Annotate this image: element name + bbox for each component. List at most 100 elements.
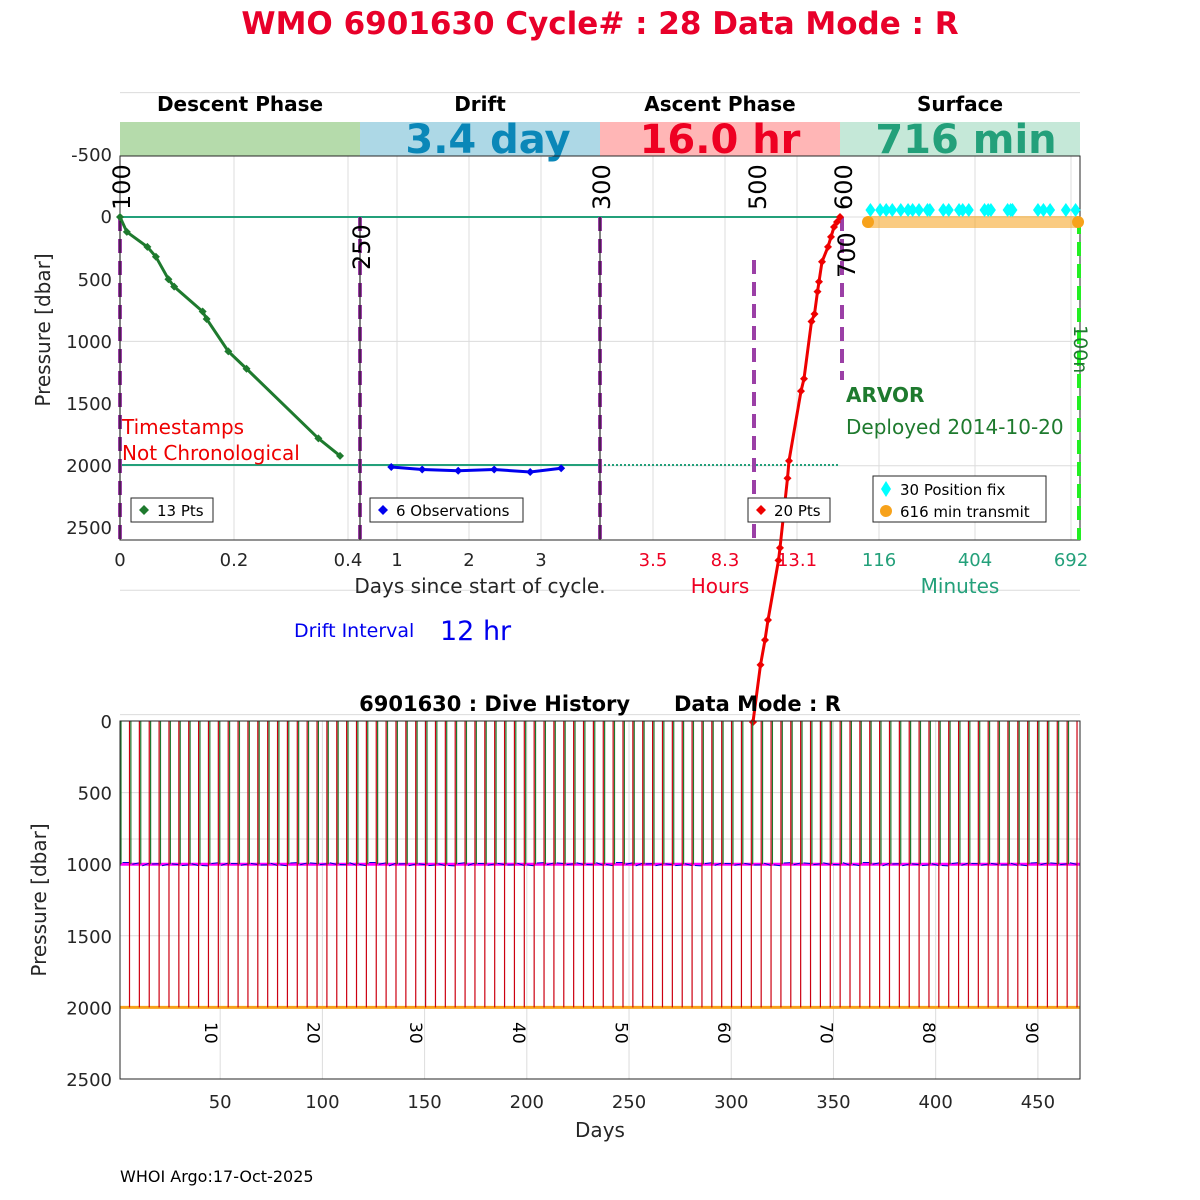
ascent-x-tick: 3.5	[639, 550, 668, 571]
position-fix-point	[887, 203, 898, 217]
ascent-point	[824, 242, 832, 251]
drift-line	[391, 465, 562, 474]
bottom-y-tick: 2000	[66, 998, 112, 1019]
top-y-label: Pressure [dbar]	[31, 253, 55, 406]
ascent-phase-title: Ascent Phase	[644, 92, 795, 116]
drift-trace	[467, 862, 475, 866]
bottom-x-tick: 300	[714, 1092, 748, 1113]
drift-trace	[576, 862, 584, 865]
descent-point	[143, 242, 152, 251]
ascent-band	[600, 122, 840, 156]
bottom-x-tick: 250	[612, 1092, 646, 1113]
drift-trace	[823, 862, 830, 865]
bottom-x-tick: 50	[209, 1092, 232, 1113]
drift-trace	[675, 864, 682, 867]
marker-label-250: 250	[348, 224, 376, 270]
drift-trace	[1010, 862, 1018, 866]
descent-line	[118, 216, 341, 458]
ascent-point	[815, 277, 823, 286]
position-fix-point	[938, 203, 949, 217]
drift-trace	[596, 862, 603, 866]
ascent-point	[827, 232, 835, 241]
cycle-number-label: 60	[713, 1022, 733, 1044]
position-fix-point	[963, 203, 974, 217]
descent-x-tick: 0.4	[334, 550, 363, 571]
bottom-x-tick: 150	[407, 1092, 441, 1113]
drift-trace	[1050, 862, 1057, 864]
ascent-point	[810, 310, 819, 319]
ascent-point	[836, 213, 844, 221]
top-y-tick: 500	[78, 270, 112, 291]
descent-point	[170, 282, 179, 291]
legend-surface-box	[872, 475, 1047, 523]
float-type: ARVOR	[846, 383, 924, 407]
ascent-point	[800, 374, 808, 383]
drift-trace	[300, 862, 307, 866]
position-fix-point	[924, 203, 935, 217]
drift-trace	[793, 862, 801, 866]
ascent-point	[807, 317, 816, 326]
cycle-number-label: 30	[405, 1022, 425, 1044]
ascent-point	[761, 635, 769, 644]
drift-trace	[842, 862, 850, 866]
position-fix-point	[1038, 203, 1049, 217]
drift-trace	[625, 862, 633, 865]
position-fix-point	[865, 203, 876, 217]
surface-x-tick: 116	[862, 550, 896, 571]
ascent-point	[785, 456, 793, 465]
legend-drift-marker	[378, 505, 388, 515]
bottom-y-label: Pressure [dbar]	[27, 823, 51, 976]
bottom-y-ticks: 0 500 1000 1500 2000 2500	[66, 712, 112, 1091]
descent-x-tick: 0	[114, 550, 125, 571]
hours-x-label: Hours	[691, 574, 750, 598]
drift-trace	[319, 863, 327, 866]
cycle-number-label: 90	[1021, 1022, 1041, 1044]
bottom-x-label: Days	[575, 1118, 625, 1142]
drift-trace	[902, 863, 909, 867]
drift-interval-value: 12 hr	[440, 616, 512, 647]
drift-trace	[813, 863, 820, 866]
drift-trace	[428, 864, 436, 867]
cycle-number-label: 80	[918, 1022, 938, 1044]
surface-phase-title: Surface	[917, 92, 1003, 116]
top-y-tick: -500	[71, 145, 112, 166]
bottom-x-ticks: 50 100 150 200 250 300 350 400 450	[209, 1092, 1055, 1113]
position-fix-point	[1007, 203, 1018, 217]
drift-trace	[181, 864, 189, 867]
top-x-ticks: 0 0.2 0.4 1 2 3 3.5 8.3 13.1 116 404 692	[114, 550, 1088, 571]
drift-trace	[704, 862, 712, 865]
drift-trace	[931, 863, 939, 866]
top-y-ticks: -500 0 500 1000 1500 2000 2500	[66, 145, 112, 539]
bottom-plot-frame	[119, 720, 1081, 1080]
position-fix-point	[907, 203, 918, 217]
cycle-number-label: 40	[508, 1022, 528, 1044]
warning-line-2: Not Chronological	[122, 441, 300, 465]
legend-position-label: 30 Position fix	[900, 481, 1005, 499]
ascent-point	[818, 257, 826, 266]
drift-point	[387, 463, 396, 472]
drift-trace	[280, 864, 287, 867]
drift-point	[557, 464, 566, 473]
drift-trace	[803, 862, 811, 864]
drift-trace	[142, 862, 149, 867]
position-fix-point	[1060, 203, 1071, 217]
drift-trace	[734, 863, 742, 866]
drift-trace	[250, 862, 258, 865]
drift-point	[454, 466, 463, 475]
ascent-x-tick: 13.1	[777, 550, 817, 571]
descent-point	[224, 347, 233, 356]
ascent-point	[776, 543, 784, 552]
drift-trace	[981, 863, 988, 866]
descent-point	[164, 275, 173, 284]
descent-point	[151, 252, 160, 261]
descent-point	[242, 364, 251, 373]
marker-label-600: 600	[830, 164, 858, 210]
drift-trace	[665, 863, 672, 866]
transmit-point	[1072, 216, 1085, 228]
drift-trace	[191, 863, 199, 866]
position-fix-point	[895, 203, 906, 217]
position-fix-point	[881, 203, 892, 217]
phase-bands	[120, 122, 1080, 156]
drift-trace	[161, 863, 169, 867]
drift-trace	[379, 862, 386, 865]
